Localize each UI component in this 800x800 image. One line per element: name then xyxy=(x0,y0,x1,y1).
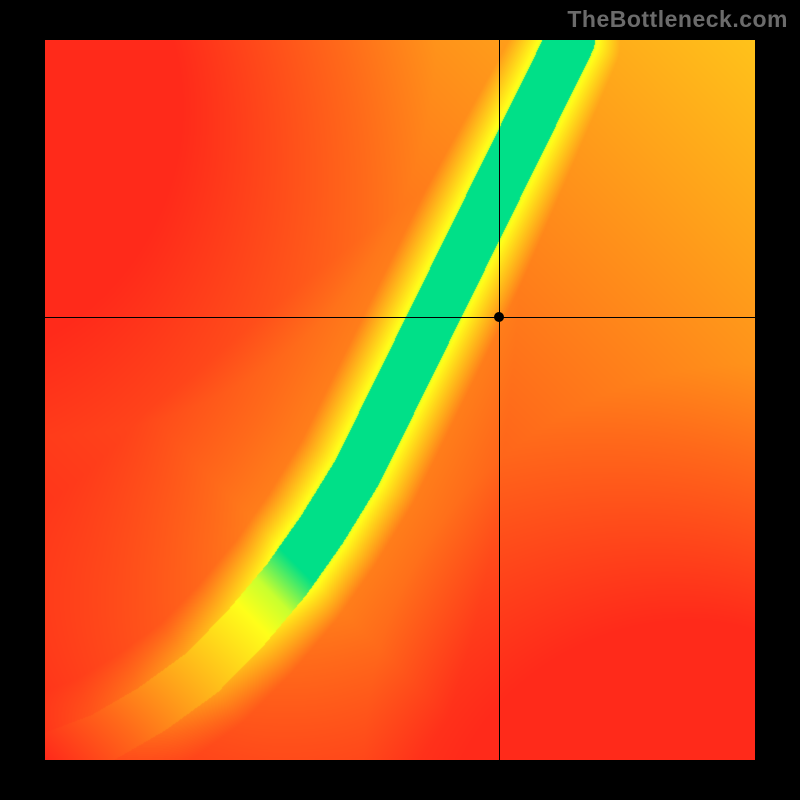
crosshair-marker xyxy=(494,312,504,322)
watermark-label: TheBottleneck.com xyxy=(567,6,788,33)
heatmap-plot xyxy=(45,40,755,760)
heatmap-canvas xyxy=(45,40,755,760)
crosshair-horizontal xyxy=(45,317,755,318)
crosshair-vertical xyxy=(499,40,500,760)
